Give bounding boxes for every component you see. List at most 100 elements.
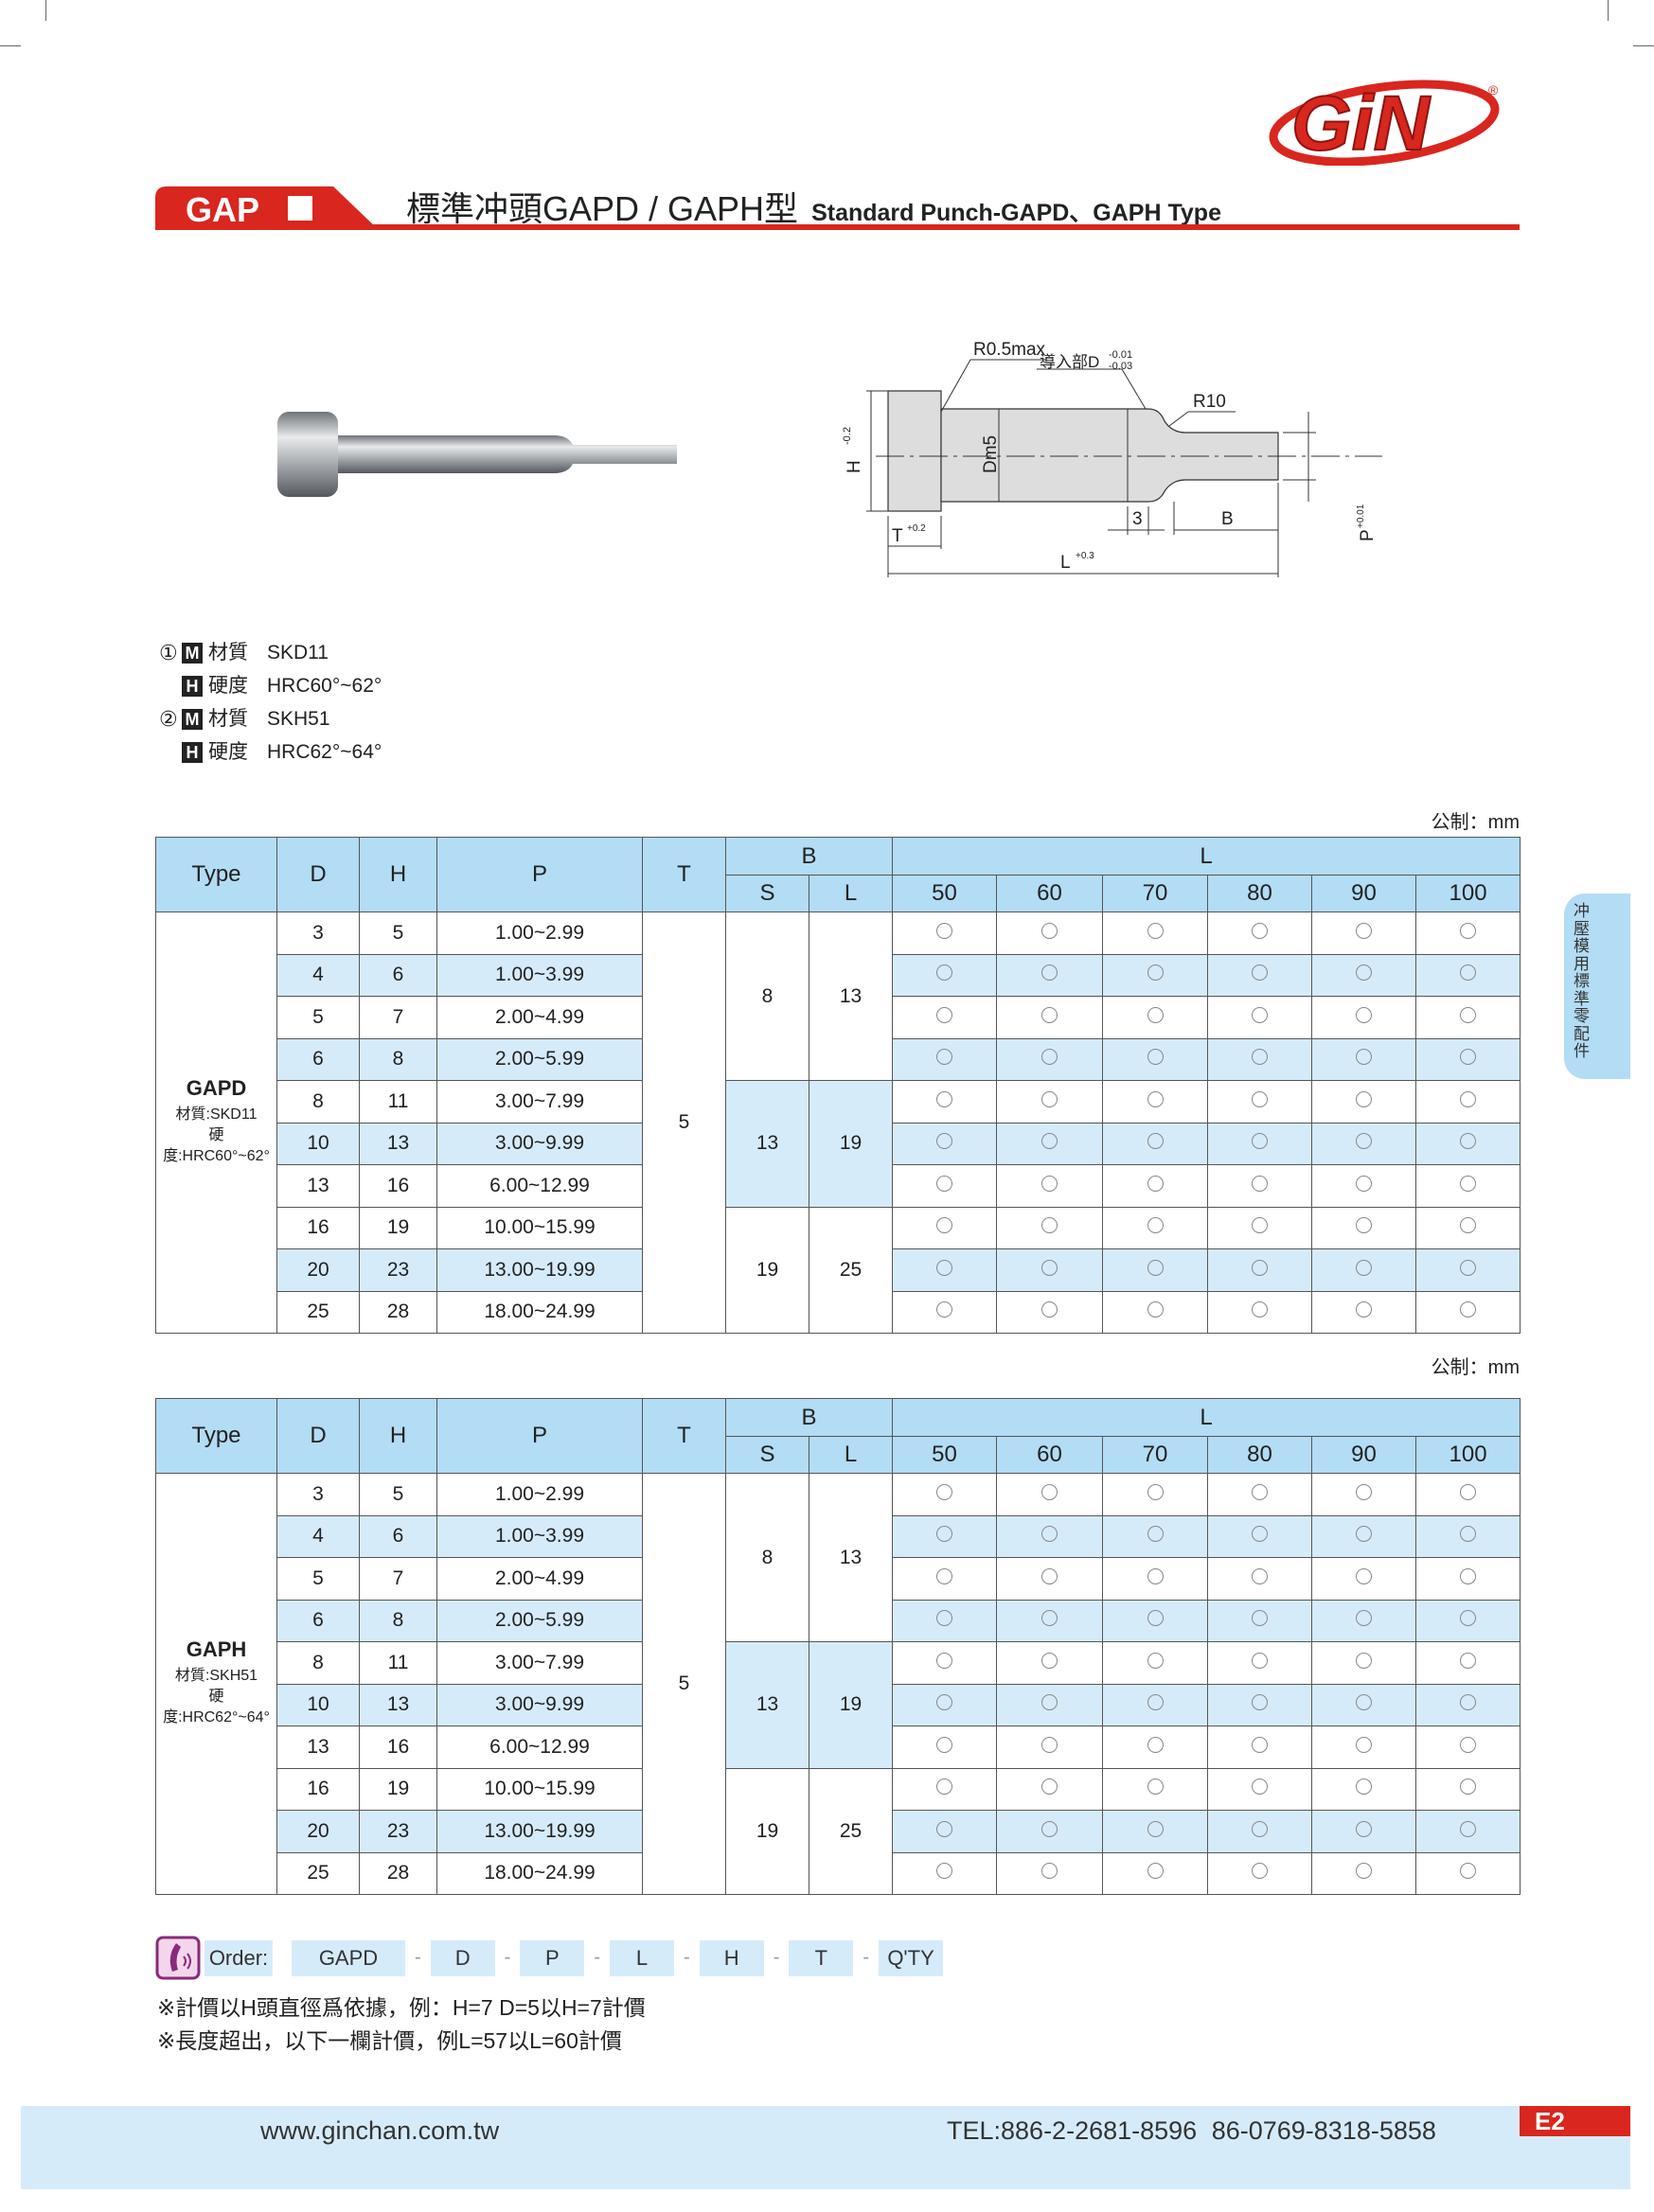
availability-cell[interactable] <box>996 1851 1104 1895</box>
availability-cell[interactable] <box>1311 911 1417 955</box>
availability-cell[interactable] <box>1102 1641 1209 1685</box>
availability-cell[interactable] <box>892 1164 998 1208</box>
availability-cell[interactable] <box>996 1725 1104 1769</box>
availability-cell[interactable] <box>1415 911 1521 955</box>
availability-cell[interactable] <box>1415 1290 1521 1334</box>
availability-cell[interactable] <box>1311 1683 1417 1726</box>
availability-cell[interactable] <box>1102 1514 1209 1558</box>
availability-cell[interactable] <box>1102 1725 1209 1769</box>
availability-cell[interactable] <box>996 1206 1104 1249</box>
availability-cell[interactable] <box>1102 1080 1209 1124</box>
availability-cell[interactable] <box>1311 1473 1417 1516</box>
availability-cell[interactable] <box>1415 1725 1521 1769</box>
availability-cell[interactable] <box>892 1851 998 1895</box>
availability-cell[interactable] <box>1415 1248 1521 1292</box>
availability-cell[interactable] <box>1311 1248 1417 1292</box>
availability-cell[interactable] <box>1415 1164 1521 1208</box>
availability-cell[interactable] <box>892 1473 998 1516</box>
availability-cell[interactable] <box>1102 1767 1209 1811</box>
availability-cell[interactable] <box>892 1206 998 1249</box>
availability-cell[interactable] <box>1102 1037 1209 1081</box>
availability-cell[interactable] <box>1311 1641 1417 1685</box>
availability-cell[interactable] <box>892 1037 998 1081</box>
availability-cell[interactable] <box>1415 1473 1521 1516</box>
availability-cell[interactable] <box>1415 1080 1521 1124</box>
availability-cell[interactable] <box>1102 1206 1209 1249</box>
availability-cell[interactable] <box>1207 1290 1313 1334</box>
availability-cell[interactable] <box>1102 996 1209 1039</box>
availability-cell[interactable] <box>1207 1080 1313 1124</box>
availability-cell[interactable] <box>996 1683 1104 1726</box>
availability-cell[interactable] <box>1415 1810 1521 1853</box>
availability-cell[interactable] <box>1311 996 1417 1039</box>
availability-cell[interactable] <box>1415 1557 1521 1601</box>
availability-cell[interactable] <box>892 1767 998 1811</box>
availability-cell[interactable] <box>996 996 1104 1039</box>
availability-cell[interactable] <box>1207 1164 1313 1208</box>
availability-cell[interactable] <box>1102 911 1209 955</box>
availability-cell[interactable] <box>1207 1599 1313 1642</box>
availability-cell[interactable] <box>996 1080 1104 1124</box>
availability-cell[interactable] <box>892 953 998 997</box>
availability-cell[interactable] <box>892 1599 998 1642</box>
availability-cell[interactable] <box>996 1810 1104 1853</box>
availability-cell[interactable] <box>996 1037 1104 1081</box>
availability-cell[interactable] <box>892 1290 998 1334</box>
availability-cell[interactable] <box>996 1514 1104 1558</box>
availability-cell[interactable] <box>1102 1683 1209 1726</box>
availability-cell[interactable] <box>1102 1164 1209 1208</box>
availability-cell[interactable] <box>996 1164 1104 1208</box>
availability-cell[interactable] <box>892 911 998 955</box>
availability-cell[interactable] <box>996 953 1104 997</box>
availability-cell[interactable] <box>1102 1851 1209 1895</box>
availability-cell[interactable] <box>1207 953 1313 997</box>
availability-cell[interactable] <box>1207 996 1313 1039</box>
availability-cell[interactable] <box>1415 1767 1521 1811</box>
availability-cell[interactable] <box>1102 1290 1209 1334</box>
availability-cell[interactable] <box>1415 1599 1521 1642</box>
availability-cell[interactable] <box>1207 911 1313 955</box>
availability-cell[interactable] <box>1102 1599 1209 1642</box>
availability-cell[interactable] <box>1207 1683 1313 1726</box>
availability-cell[interactable] <box>1102 953 1209 997</box>
availability-cell[interactable] <box>1311 1290 1417 1334</box>
availability-cell[interactable] <box>1311 1851 1417 1895</box>
availability-cell[interactable] <box>1311 1080 1417 1124</box>
availability-cell[interactable] <box>1311 1164 1417 1208</box>
availability-cell[interactable] <box>1415 1037 1521 1081</box>
availability-cell[interactable] <box>1415 1514 1521 1558</box>
availability-cell[interactable] <box>1311 1725 1417 1769</box>
availability-cell[interactable] <box>996 1557 1104 1601</box>
availability-cell[interactable] <box>1207 1851 1313 1895</box>
availability-cell[interactable] <box>1207 1473 1313 1516</box>
availability-cell[interactable] <box>996 1641 1104 1685</box>
availability-cell[interactable] <box>1207 1037 1313 1081</box>
availability-cell[interactable] <box>1415 1206 1521 1249</box>
availability-cell[interactable] <box>892 1683 998 1726</box>
availability-cell[interactable] <box>996 1248 1104 1292</box>
availability-cell[interactable] <box>1102 1122 1209 1165</box>
availability-cell[interactable] <box>892 1248 998 1292</box>
availability-cell[interactable] <box>1207 1248 1313 1292</box>
availability-cell[interactable] <box>1415 1851 1521 1895</box>
availability-cell[interactable] <box>1207 1767 1313 1811</box>
availability-cell[interactable] <box>1311 1206 1417 1249</box>
availability-cell[interactable] <box>1311 1037 1417 1081</box>
availability-cell[interactable] <box>1207 1641 1313 1685</box>
availability-cell[interactable] <box>1311 1599 1417 1642</box>
availability-cell[interactable] <box>1207 1557 1313 1601</box>
availability-cell[interactable] <box>1311 1514 1417 1558</box>
availability-cell[interactable] <box>892 996 998 1039</box>
availability-cell[interactable] <box>1415 953 1521 997</box>
availability-cell[interactable] <box>1207 1514 1313 1558</box>
availability-cell[interactable] <box>1415 1683 1521 1726</box>
availability-cell[interactable] <box>996 1767 1104 1811</box>
availability-cell[interactable] <box>892 1641 998 1685</box>
availability-cell[interactable] <box>996 1290 1104 1334</box>
availability-cell[interactable] <box>1207 1122 1313 1165</box>
availability-cell[interactable] <box>1311 1810 1417 1853</box>
availability-cell[interactable] <box>892 1514 998 1558</box>
availability-cell[interactable] <box>1102 1810 1209 1853</box>
availability-cell[interactable] <box>1415 996 1521 1039</box>
availability-cell[interactable] <box>996 1599 1104 1642</box>
